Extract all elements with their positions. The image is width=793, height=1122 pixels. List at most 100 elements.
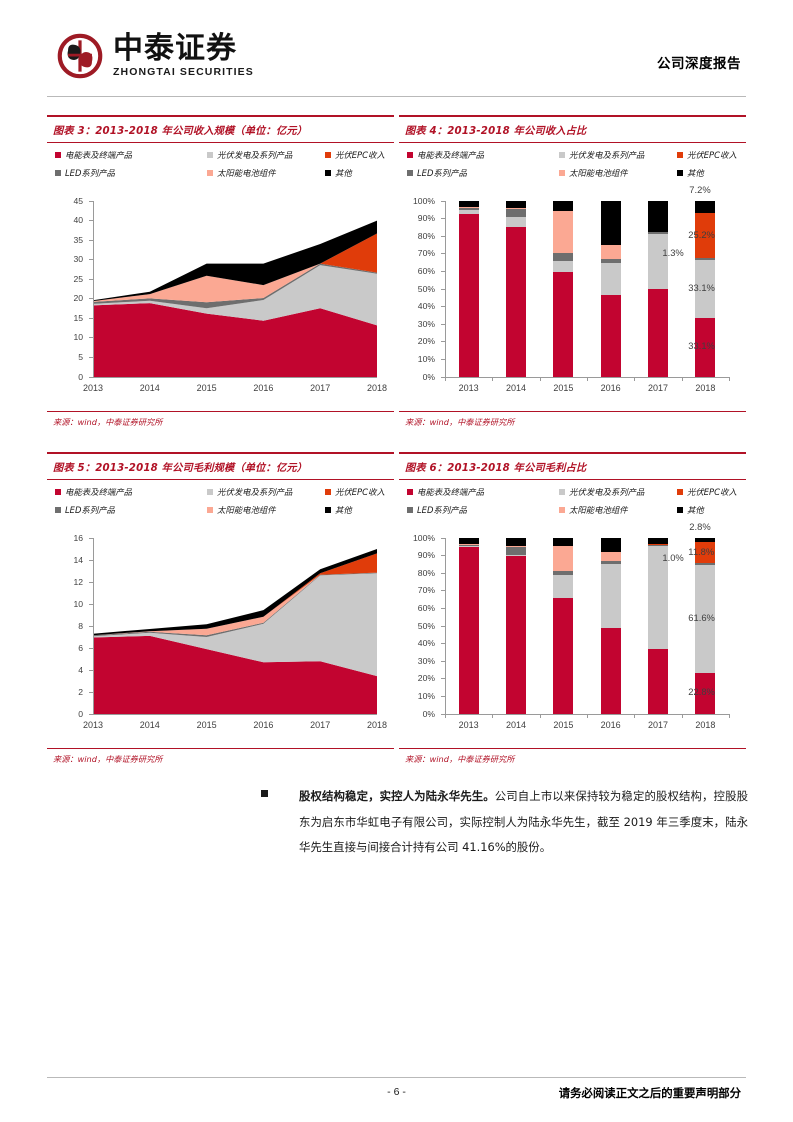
y-axis-tick-mark xyxy=(441,235,445,237)
bar-segment-电能表及终端产品 xyxy=(600,627,621,714)
legend-item-光伏EPC收入: 光伏EPC收入 xyxy=(325,149,385,161)
exhibit-bottom-rule xyxy=(47,747,394,749)
exhibit-bottom-rule xyxy=(47,410,394,412)
x-axis-tick-label: 2018 xyxy=(695,382,716,393)
y-axis-tick-mark xyxy=(89,239,93,241)
bullet-square-icon xyxy=(261,790,268,797)
chart-plot-area: 0 2 4 6 8 10 12 14 16 2013 2014 2015 2016 2017 2018 xyxy=(47,524,394,746)
legend-swatch-icon xyxy=(325,506,331,513)
exhibit-mid-rule xyxy=(47,141,394,143)
data-label: 22.8% xyxy=(688,686,715,698)
body-bullet-block: 股权结构稳定，实控人为陆永华先生。公司自上市以来保持较为稳定的股权结构，控股股东… xyxy=(261,784,748,861)
bar-segment-光伏发电及系列产品 xyxy=(695,260,716,319)
legend-row: LED系列产品 太阳能电池组件 其他 xyxy=(407,167,740,179)
data-label: 1.3% xyxy=(662,246,684,258)
y-axis-tick-label: 30% xyxy=(417,318,435,329)
bar-segment-光伏发电及系列产品 xyxy=(648,545,668,650)
x-axis-line xyxy=(93,713,377,715)
bar-segment-LED系列产品 xyxy=(506,545,526,555)
x-axis-line xyxy=(93,376,377,378)
legend-item-电能表及终端产品: 电能表及终端产品 xyxy=(407,149,559,161)
legend-label: 光伏EPC收入 xyxy=(335,486,385,497)
exhibit-title: 图表 3：2013-2018 年公司收入规模（单位：亿元） xyxy=(53,125,308,137)
legend-row: 电能表及终端产品 光伏发电及系列产品 光伏EPC收入 xyxy=(55,149,388,161)
chart-plot-area: 0 5 10 15 20 25 30 35 40 45 2013 2014 2015 2016 2017 20… xyxy=(47,187,394,409)
legend-label: 光伏发电及系列产品 xyxy=(569,486,645,497)
area-series-其他 xyxy=(93,220,377,301)
legend-swatch-icon xyxy=(207,151,213,158)
legend-swatch-icon xyxy=(559,488,565,495)
y-axis-tick-label: 40 xyxy=(73,215,83,226)
y-axis-tick-label: 60% xyxy=(417,602,435,613)
bar-segment-光伏发电及系列产品 xyxy=(695,565,716,674)
legend-swatch-icon xyxy=(325,169,331,176)
y-axis-tick-mark xyxy=(89,691,93,693)
legend-swatch-icon xyxy=(559,151,565,158)
bar-segment-LED系列产品 xyxy=(695,257,716,261)
x-axis-tick-mark xyxy=(681,376,683,381)
y-axis-tick-label: 45 xyxy=(73,195,83,206)
bar-segment-其他 xyxy=(600,537,621,553)
exhibit-body: 电能表及终端产品 光伏发电及系列产品 光伏EPC收入 LED系列产品 太阳能电池… xyxy=(47,479,394,748)
legend-row: LED系列产品 太阳能电池组件 其他 xyxy=(407,504,740,516)
y-axis-tick-label: 70% xyxy=(417,585,435,596)
data-label: 25.2% xyxy=(688,228,715,240)
y-axis-tick-label: 80% xyxy=(417,567,435,578)
y-axis-tick-label: 40% xyxy=(417,638,435,649)
bar-segment-太阳能电池组件 xyxy=(458,206,479,208)
x-axis-tick-label: 2018 xyxy=(695,719,716,730)
legend-label: LED系列产品 xyxy=(65,167,115,178)
legend-label: 其他 xyxy=(687,167,704,178)
bar-segment-LED系列产品 xyxy=(600,259,621,264)
legend-item-太阳能电池组件: 太阳能电池组件 xyxy=(207,167,325,179)
y-axis-tick-label: 90% xyxy=(417,213,435,224)
bar-segment-光伏EPC收入 xyxy=(695,213,716,258)
bar-segment-其他 xyxy=(506,200,526,208)
y-axis-tick-mark xyxy=(89,357,93,359)
legend-swatch-icon xyxy=(325,488,331,495)
bar-segment-LED系列产品 xyxy=(553,252,574,261)
legend-label: LED系列产品 xyxy=(417,167,467,178)
y-axis-tick-mark xyxy=(89,278,93,280)
y-axis-tick-mark xyxy=(89,713,93,715)
x-axis-tick-label: 2015 xyxy=(553,382,574,393)
legend-label: 光伏发电及系列产品 xyxy=(217,486,293,497)
x-axis-tick-mark xyxy=(587,376,588,381)
chart-legend: 电能表及终端产品 光伏发电及系列产品 光伏EPC收入 LED系列产品 太阳能电池… xyxy=(407,149,740,185)
exhibit-fig6: 图表 6：2013-2018 年公司毛利占比 电能表及终端产品 光伏发电及系列产… xyxy=(399,452,746,765)
logo-chinese-text: 中泰证券 xyxy=(113,31,237,67)
y-axis-tick-mark xyxy=(441,218,445,220)
x-axis-tick-label: 2014 xyxy=(505,719,527,730)
exhibit-body: 电能表及终端产品 光伏发电及系列产品 光伏EPC收入 LED系列产品 太阳能电池… xyxy=(399,479,746,748)
bar-segment-光伏发电及系列产品 xyxy=(506,554,526,556)
legend-swatch-icon xyxy=(559,506,565,513)
legend-label: LED系列产品 xyxy=(417,504,467,515)
y-axis-tick-label: 0 xyxy=(78,708,83,719)
x-axis-tick-mark xyxy=(539,376,541,381)
bar-segment-其他 xyxy=(600,200,621,245)
data-label: 33.1% xyxy=(688,282,715,294)
bar-segment-光伏发电及系列产品 xyxy=(553,574,574,599)
data-label: 11.8% xyxy=(688,545,715,557)
x-axis-tick-label: 2014 xyxy=(139,382,160,393)
legend-label: 太阳能电池组件 xyxy=(217,504,276,515)
bar-segment-电能表及终端产品 xyxy=(695,673,716,714)
y-axis-tick-mark xyxy=(441,253,445,255)
y-axis-tick-mark xyxy=(441,607,445,609)
page-number: - 6 - xyxy=(387,1086,406,1098)
x-axis-tick-mark xyxy=(539,713,541,718)
chart-plot-area: 0% 10% 20% 30% 40% 50% 60% 70% 80% 90% 100% 2013 201… xyxy=(399,183,746,409)
y-axis-tick-label: 2 xyxy=(78,686,83,697)
exhibit-body: 电能表及终端产品 光伏发电及系列产品 光伏EPC收入 LED系列产品 太阳能电池… xyxy=(47,142,394,411)
y-axis-tick-mark xyxy=(441,306,445,308)
x-axis-tick-label: 2016 xyxy=(600,382,621,393)
y-axis-tick-label: 70% xyxy=(417,248,435,259)
legend-swatch-icon xyxy=(677,169,683,176)
y-axis-tick-mark xyxy=(89,200,93,202)
area-series-光伏发电及系列产品 xyxy=(93,264,377,325)
data-label: 7.2% xyxy=(689,183,711,195)
legend-item-太阳能电池组件: 太阳能电池组件 xyxy=(559,167,677,179)
chart-legend: 电能表及终端产品 光伏发电及系列产品 光伏EPC收入 LED系列产品 太阳能电池… xyxy=(55,486,388,522)
y-axis-tick-mark xyxy=(441,572,445,574)
y-axis-tick-mark xyxy=(441,643,445,645)
